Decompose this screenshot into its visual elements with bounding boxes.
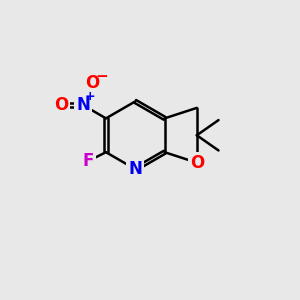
Text: O: O <box>85 74 99 92</box>
Text: N: N <box>128 160 142 178</box>
Text: F: F <box>82 152 94 170</box>
Text: N: N <box>76 96 90 114</box>
Text: −: − <box>96 69 109 84</box>
Text: O: O <box>54 96 68 114</box>
Text: +: + <box>85 90 96 104</box>
Text: O: O <box>190 154 204 172</box>
